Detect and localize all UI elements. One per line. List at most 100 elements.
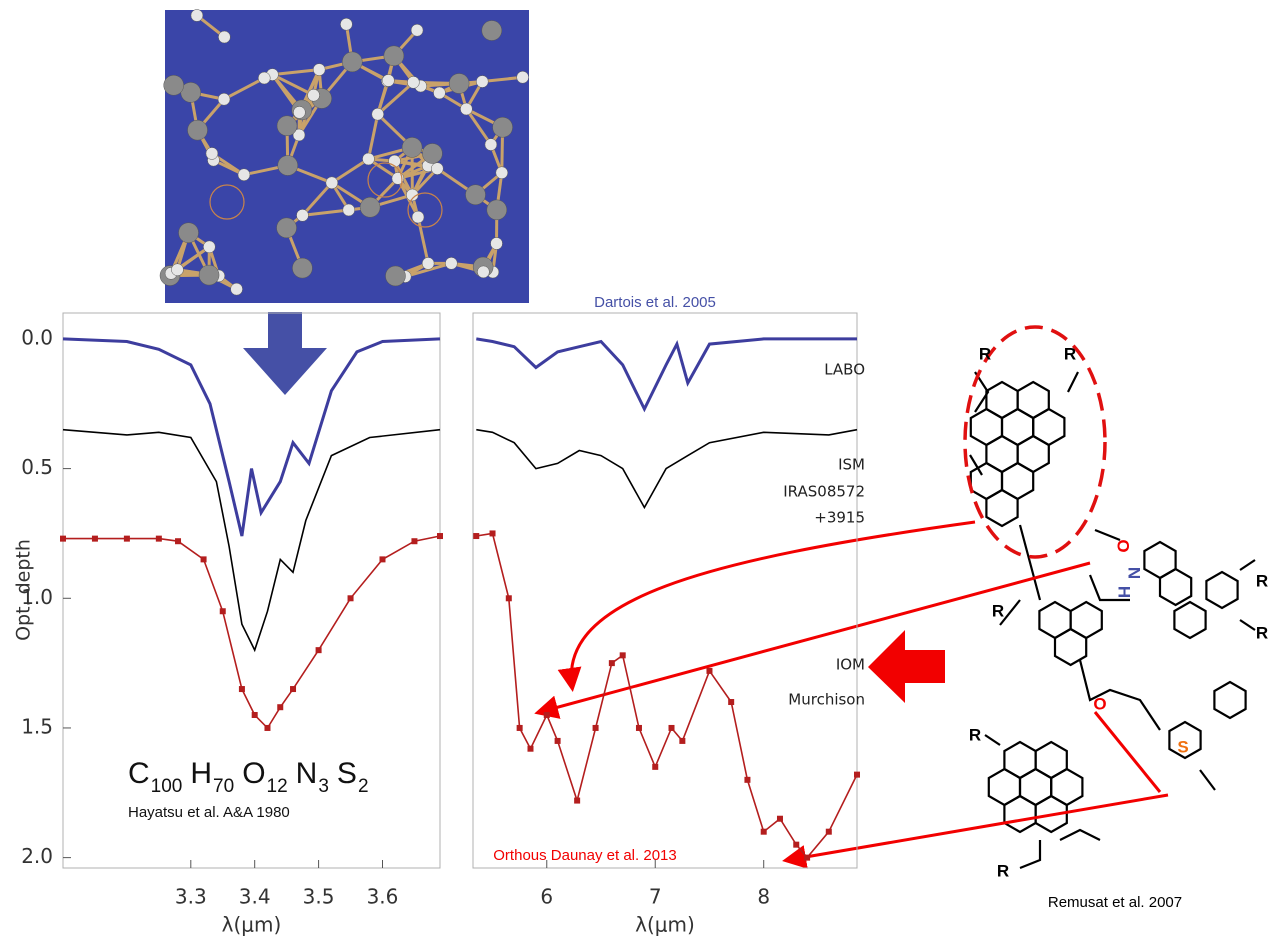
x-tick-label: 3.6 <box>367 885 399 909</box>
annotation: Dartois et al. 2005 <box>594 294 716 311</box>
atom <box>496 167 508 179</box>
atom <box>231 283 243 295</box>
atom <box>308 89 320 101</box>
atom <box>278 155 298 175</box>
atom <box>485 139 497 151</box>
marker <box>277 704 283 710</box>
atom <box>517 71 529 83</box>
atom <box>422 257 434 269</box>
legend-label: +3915 <box>814 509 865 527</box>
atom <box>466 185 486 205</box>
marker <box>348 595 354 601</box>
legend-label: Murchison <box>788 691 865 709</box>
structure-label: R <box>969 725 981 744</box>
atom <box>313 64 325 76</box>
marker <box>636 725 642 731</box>
x-tick-label: 6 <box>540 885 553 909</box>
bond <box>1068 372 1078 392</box>
marker <box>669 725 675 731</box>
atom <box>293 106 305 118</box>
atom <box>342 52 362 72</box>
atom <box>422 143 442 163</box>
atom <box>206 147 218 159</box>
marker <box>252 712 258 718</box>
legend-label: LABO <box>824 361 865 379</box>
plot-frame <box>473 313 857 868</box>
atom <box>460 103 472 115</box>
atom <box>476 76 488 88</box>
atom <box>326 177 338 189</box>
marker <box>60 536 66 542</box>
structure-label: R <box>1256 571 1268 590</box>
formula-count: 3 <box>318 776 329 797</box>
structure-label: R <box>979 344 991 363</box>
arrow <box>1095 712 1160 792</box>
credit: Remusat et al. 2007 <box>1048 894 1182 911</box>
legend-label: ISM <box>838 456 865 474</box>
marker <box>854 772 860 778</box>
atom <box>191 9 203 21</box>
marker <box>506 595 512 601</box>
marker <box>679 738 685 744</box>
x-axis-label: λ(μm) <box>635 913 695 937</box>
marker <box>490 530 496 536</box>
marker <box>264 725 270 731</box>
ring <box>1174 602 1205 638</box>
atom <box>449 73 469 93</box>
atom <box>238 169 250 181</box>
marker <box>593 725 599 731</box>
atom <box>203 241 215 253</box>
ring <box>1055 629 1086 665</box>
atom <box>188 120 208 140</box>
ring <box>1051 769 1082 805</box>
bond <box>1240 560 1255 570</box>
marker <box>220 608 226 614</box>
bond <box>1020 840 1040 868</box>
marker <box>804 855 810 861</box>
atom <box>407 76 419 88</box>
atom <box>179 223 199 243</box>
structure-label: R <box>992 601 1004 620</box>
atom <box>433 87 445 99</box>
atom <box>385 266 405 286</box>
marker <box>652 764 658 770</box>
marker <box>124 536 130 542</box>
atom <box>296 209 308 221</box>
marker <box>316 647 322 653</box>
annotation: Orthous Daunay et al. 2013 <box>493 847 676 864</box>
figure: Remusat et al. 2007 RROHNRRRORSR3.33.43.… <box>0 0 1271 943</box>
arrow <box>788 795 1168 860</box>
marker <box>201 556 207 562</box>
y-tick-label: 0.0 <box>21 325 53 349</box>
atom <box>360 197 380 217</box>
bond <box>985 735 1000 745</box>
bond <box>1060 830 1100 840</box>
marker <box>544 712 550 718</box>
formula-count: 2 <box>358 776 369 797</box>
marker <box>437 533 443 539</box>
atom <box>199 265 219 285</box>
x-axis-label: λ(μm) <box>222 913 282 937</box>
marker <box>706 668 712 674</box>
series-line <box>63 339 440 536</box>
structure-label: N <box>1125 567 1144 579</box>
atom <box>340 18 352 30</box>
y-tick-label: 2.0 <box>21 844 53 868</box>
atom <box>411 24 423 36</box>
atom <box>164 75 184 95</box>
atom <box>277 116 297 136</box>
formula-count: 100 <box>151 776 183 797</box>
marker <box>473 533 479 539</box>
atom <box>382 74 394 86</box>
ring <box>986 490 1017 526</box>
marker <box>574 798 580 804</box>
atom <box>277 218 297 238</box>
atom <box>493 117 513 137</box>
marker <box>175 538 181 544</box>
marker <box>156 536 162 542</box>
ring <box>1160 569 1191 605</box>
atom <box>292 258 312 278</box>
marker <box>793 842 799 848</box>
marker <box>761 829 767 835</box>
ring <box>1004 796 1035 832</box>
